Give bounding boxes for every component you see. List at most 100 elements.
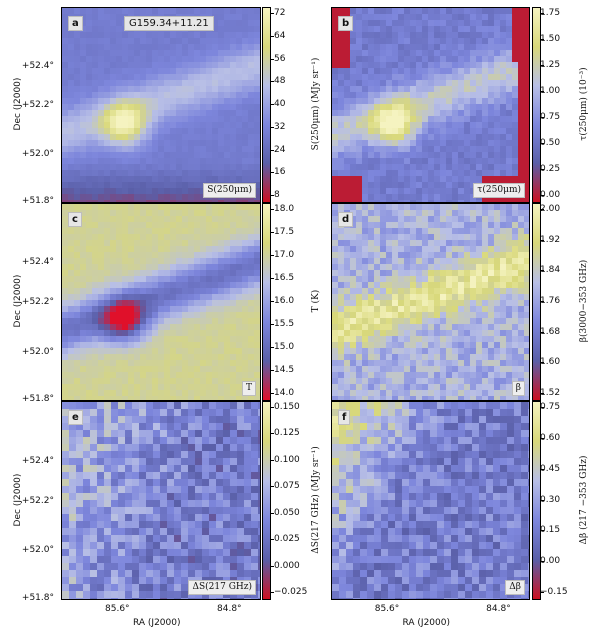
ra-tick-label: 85.6° bbox=[374, 604, 400, 614]
colorbar-e bbox=[262, 401, 271, 600]
colorbar-tick-label: 2.00 bbox=[540, 204, 561, 214]
colorbar-c bbox=[262, 203, 271, 401]
colorbar-tick-mark bbox=[541, 270, 544, 272]
colorbar-tick-mark bbox=[271, 58, 274, 60]
colorbar-tick-mark bbox=[541, 530, 544, 532]
colorbar-tick-mark bbox=[541, 561, 544, 563]
colorbar-tick-label: 14.0 bbox=[274, 388, 295, 398]
colorbar-tick-label: 64 bbox=[274, 30, 286, 41]
colorbar-tick-mark bbox=[271, 278, 274, 279]
ra-tick-label: 84.8° bbox=[486, 604, 511, 614]
dec-axis-label: Dec (J2000) bbox=[13, 473, 23, 526]
colorbar-tick-label: 0.60 bbox=[540, 432, 561, 443]
map-panel-a: a G159.34+11.21 S(250μm) bbox=[61, 7, 261, 203]
colorbar-tick-mark bbox=[271, 512, 274, 514]
dec-tick-label: +52.4° bbox=[21, 455, 54, 466]
map-panel-b: b τ(250μm) bbox=[331, 7, 530, 203]
colorbar-tick-mark bbox=[541, 499, 544, 501]
dec-axis-label: Dec (J2000) bbox=[13, 274, 23, 328]
colorbar-title: Δβ (217 −353 GHz) bbox=[579, 455, 589, 544]
colorbar-tick-label: 32 bbox=[274, 121, 286, 132]
colorbar-tick-mark bbox=[541, 239, 544, 241]
colorbar-tick-mark bbox=[271, 301, 274, 302]
map-image bbox=[62, 402, 260, 599]
colorbar-tick-mark bbox=[541, 407, 544, 408]
colorbar-tick-label: 1.68 bbox=[540, 326, 561, 337]
map-quantity-label: Δβ bbox=[505, 580, 525, 595]
colorbar-tick-mark bbox=[271, 126, 274, 128]
colorbar-tick-mark bbox=[541, 331, 544, 333]
colorbar-tick-label: 0.075 bbox=[274, 481, 300, 492]
colorbar-tick-label: 0.125 bbox=[274, 428, 300, 439]
colorbar-tick-label: 1.75 bbox=[540, 8, 561, 18]
colorbar-title: T (K) bbox=[311, 289, 321, 313]
colorbar-tick-label: 0.00 bbox=[540, 190, 561, 200]
colorbar-tick-mark bbox=[271, 149, 274, 151]
colorbar-tick-label: 17.5 bbox=[274, 227, 295, 237]
colorbar-tick-mark bbox=[541, 393, 544, 394]
colorbar-tick-label: 16.0 bbox=[274, 296, 295, 306]
map-quantity-label: S(250μm) bbox=[203, 183, 256, 198]
dec-tick-label: +52.0° bbox=[21, 346, 54, 357]
colorbar-title: β(3000−353 GHz) bbox=[579, 259, 589, 343]
colorbar-tick-label: 1.84 bbox=[540, 265, 561, 276]
dec-tick-label: +51.8° bbox=[21, 593, 54, 603]
map-image bbox=[62, 204, 260, 400]
ra-tick-label: 85.6° bbox=[105, 604, 130, 614]
colorbar-tick-label: 0.100 bbox=[274, 454, 300, 465]
colorbar-f bbox=[532, 401, 541, 600]
map-image bbox=[332, 8, 529, 202]
colorbar-tick-label: 1.92 bbox=[540, 234, 561, 245]
colorbar-tick-mark bbox=[271, 13, 274, 14]
colorbar-tick-label: 0.00 bbox=[540, 556, 561, 567]
colorbar-tick-label: −0.15 bbox=[540, 587, 568, 597]
map-panel-f: f Δβ bbox=[331, 401, 530, 600]
colorbar-tick-mark bbox=[541, 169, 544, 170]
colorbar-tick-label: 1.25 bbox=[540, 60, 561, 70]
ra-axis-label: RA (J2000) bbox=[402, 618, 451, 628]
colorbar-tick-mark bbox=[541, 65, 544, 66]
colorbar-tick-label: 14.5 bbox=[274, 365, 295, 375]
dec-tick-label: +52.0° bbox=[21, 545, 54, 556]
dec-tick-label: +52.4° bbox=[21, 257, 54, 268]
colorbar-tick-mark bbox=[541, 39, 544, 40]
colorbar-tick-mark bbox=[271, 195, 274, 196]
map-image bbox=[332, 402, 529, 599]
colorbar-tick-mark bbox=[271, 393, 274, 394]
dec-tick-label: +51.8° bbox=[21, 196, 54, 207]
panel-letter: f bbox=[338, 410, 351, 425]
colorbar-tick-mark bbox=[271, 592, 274, 593]
colorbar-a bbox=[262, 7, 271, 203]
map-quantity-label: β bbox=[511, 381, 525, 396]
colorbar-tick-label: 1.60 bbox=[540, 357, 561, 368]
colorbar-tick-label: 24 bbox=[274, 144, 286, 155]
colorbar-tick-label: 1.52 bbox=[540, 388, 561, 398]
colorbar-title: ΔS(217 GHz) (MJy sr⁻¹) bbox=[311, 445, 321, 554]
panel-letter: c bbox=[68, 212, 82, 227]
colorbar-tick-label: 0.75 bbox=[540, 112, 561, 122]
colorbar-title: τ(250μm) (10⁻³) bbox=[579, 67, 589, 141]
colorbar-tick-label: 16 bbox=[274, 167, 286, 178]
colorbar-d bbox=[532, 203, 541, 401]
colorbar-tick-label: 18.0 bbox=[274, 204, 295, 214]
colorbar-tick-label: 72 bbox=[274, 8, 286, 18]
colorbar-tick-mark bbox=[541, 437, 544, 439]
colorbar-tick-mark bbox=[271, 486, 274, 488]
ra-axis-label: RA (J2000) bbox=[133, 618, 181, 628]
dec-tick-label: +52.2° bbox=[21, 495, 54, 506]
colorbar-tick-label: 0.025 bbox=[274, 534, 300, 545]
colorbar-tick-mark bbox=[271, 370, 274, 371]
colorbar-tick-label: 8 bbox=[274, 190, 280, 200]
colorbar-b bbox=[532, 7, 541, 203]
dec-tick-label: +51.8° bbox=[21, 394, 54, 405]
panel-letter: d bbox=[338, 212, 354, 227]
colorbar-tick-mark bbox=[271, 459, 274, 461]
colorbar-tick-mark bbox=[541, 195, 544, 196]
colorbar-tick-label: 0.75 bbox=[540, 402, 561, 412]
colorbar-tick-mark bbox=[541, 91, 544, 92]
colorbar-tick-label: 0.50 bbox=[540, 138, 561, 148]
colorbar-tick-label: 0.150 bbox=[274, 402, 300, 412]
colorbar-tick-label: 0.000 bbox=[274, 560, 300, 571]
colorbar-tick-mark bbox=[271, 255, 274, 256]
